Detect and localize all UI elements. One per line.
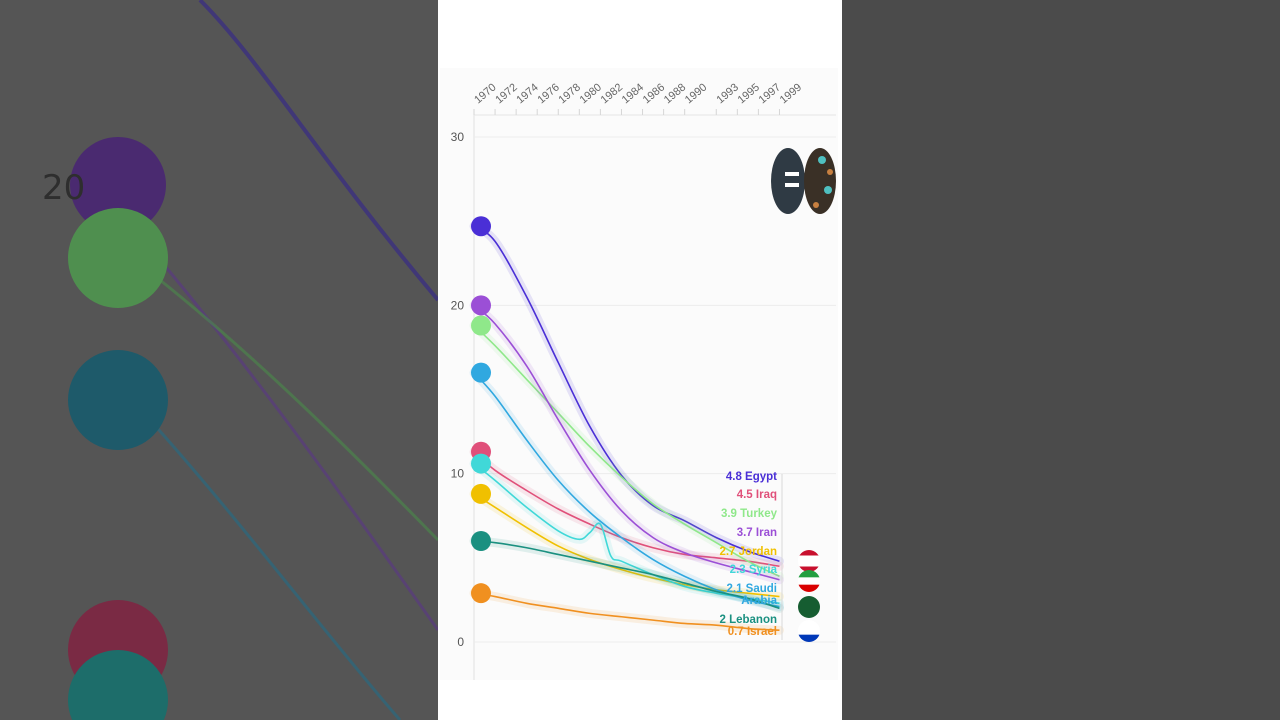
series-line: [473, 540, 780, 610]
series-end-label: 0.7 Israel: [728, 626, 777, 638]
series-start-dot: [471, 315, 491, 336]
chart-svg: 0102030197019721974197619781980198219841…: [440, 68, 838, 680]
series-end-label: Arabia: [741, 595, 777, 607]
series-end-label: 4.8 Egypt: [726, 471, 777, 483]
series-end-label: 3.9 Turkey: [721, 508, 778, 520]
backdrop-left-art: [68, 0, 438, 720]
backdrop-left: 20: [0, 0, 438, 720]
brain-logo-icon: [771, 148, 836, 214]
series-start-dot: [471, 362, 491, 383]
series-end-label: 3.7 Iran: [737, 527, 777, 539]
series-line: [473, 462, 780, 605]
series-line: [473, 592, 780, 632]
y-tick-label: 20: [451, 298, 465, 312]
series-start-dot: [471, 453, 491, 474]
chart-panel: 0 10 20 30 1970 1972 1974 1976 1978 1980 1982 1984 1…: [438, 0, 842, 720]
lebanon-flag: [798, 550, 820, 572]
series-start-dot: [471, 583, 491, 604]
israel-flag: [798, 620, 820, 642]
y-tick-label: 0: [457, 635, 464, 649]
series-end-label: 2.3 Syria: [730, 564, 778, 576]
series-start-dot: [471, 216, 491, 237]
iran-flag: [798, 570, 820, 592]
saudi-arabia-flag: [798, 596, 820, 618]
series-line: [473, 304, 780, 581]
series-start-dot: [471, 483, 491, 504]
backdrop-tick-20: 20: [42, 168, 86, 208]
series-line: [473, 324, 780, 578]
y-tick-label: 10: [451, 467, 465, 481]
y-tick-label: 30: [451, 130, 465, 144]
series-end-label: 2.7 Jordan: [719, 546, 777, 558]
series-end-label: 2.1 Saudi: [727, 583, 778, 595]
series-start-dot: [471, 295, 491, 316]
series-start-dot: [471, 531, 491, 551]
series-line: [473, 493, 780, 598]
series-end-label: 2 Lebanon: [719, 614, 777, 626]
series-line: [473, 225, 780, 562]
series-end-label: 4.5 Iraq: [737, 489, 777, 501]
backdrop-right: [842, 0, 1280, 720]
